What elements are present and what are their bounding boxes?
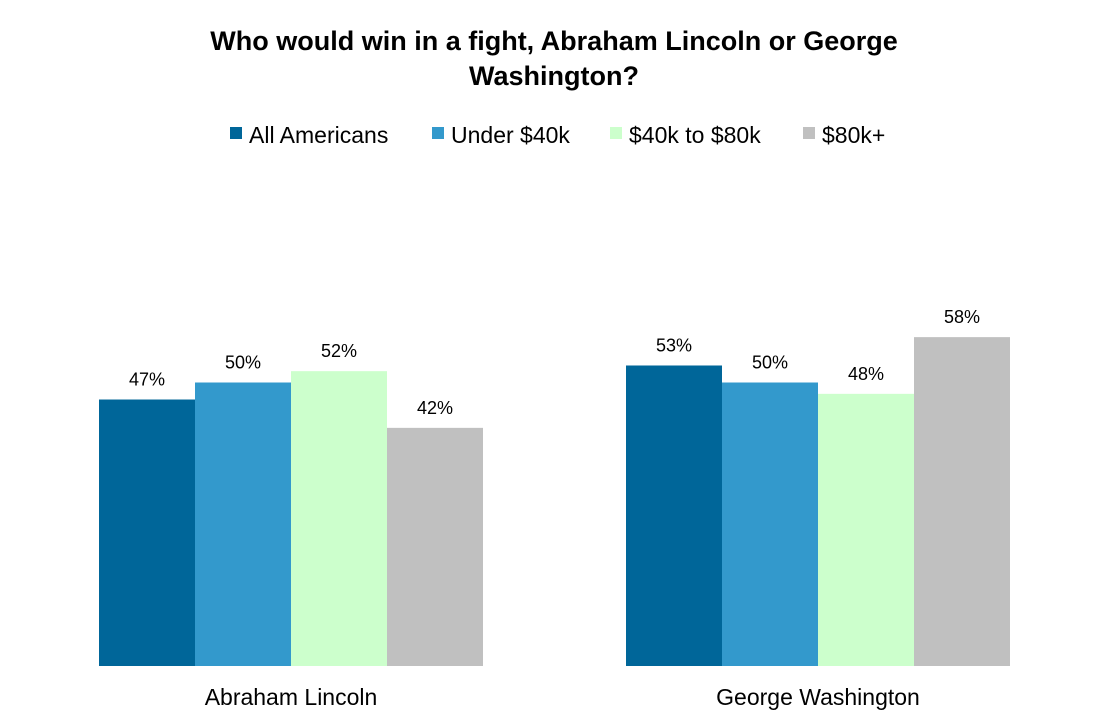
legend-label-under-40k: Under $40k	[451, 122, 570, 148]
chart-title-line-1: Who would win in a fight, Abraham Lincol…	[210, 26, 898, 56]
legend-swatch-40k-to-80k	[610, 127, 622, 139]
value-label-abraham-lincoln-all-americans: 47%	[129, 370, 165, 390]
chart-title: Who would win in a fight, Abraham Lincol…	[210, 26, 898, 91]
value-label-george-washington-all-americans: 53%	[656, 335, 692, 355]
category-label-abraham-lincoln: Abraham Lincoln	[205, 684, 378, 710]
bar-george-washington-80k	[914, 337, 1010, 666]
value-label-abraham-lincoln-80k: 42%	[417, 398, 453, 418]
legend-swatch-80k	[803, 127, 815, 139]
bar-george-washington-all-americans	[626, 365, 722, 666]
bar-group-abraham-lincoln: 47% 50% 52% 42% Abraham Lincoln	[99, 341, 483, 710]
bar-abraham-lincoln-all-americans	[99, 399, 195, 666]
legend-item-40k-to-80k: $40k to $80k	[610, 122, 761, 148]
legend-swatch-all-americans	[230, 127, 242, 139]
legend-label-80k: $80k+	[822, 122, 885, 148]
legend-item-all-americans: All Americans	[230, 122, 388, 148]
legend-label-40k-to-80k: $40k to $80k	[629, 122, 761, 148]
legend: All Americans Under $40k $40k to $80k $80k+	[230, 122, 885, 148]
legend-item-under-40k: Under $40k	[432, 122, 570, 148]
value-label-george-washington-80k: 58%	[944, 307, 980, 327]
bar-george-washington-under-40k	[722, 382, 818, 666]
legend-item-80k: $80k+	[803, 122, 885, 148]
plot-area: 47% 50% 52% 42% Abraham Lincoln 53% 50% 48% 58% G…	[99, 307, 1010, 710]
bar-george-washington-40k-to-80k	[818, 393, 914, 666]
category-label-george-washington: George Washington	[716, 684, 920, 710]
chart-title-line-2: Washington?	[469, 61, 639, 91]
value-label-george-washington-40k-to-80k: 48%	[848, 364, 884, 384]
legend-label-all-americans: All Americans	[249, 122, 388, 148]
value-label-abraham-lincoln-40k-to-80k: 52%	[321, 341, 357, 361]
legend-swatch-under-40k	[432, 127, 444, 139]
bar-abraham-lincoln-40k-to-80k	[291, 371, 387, 666]
bar-group-george-washington: 53% 50% 48% 58% George Washington	[626, 307, 1010, 710]
value-label-abraham-lincoln-under-40k: 50%	[225, 353, 261, 373]
value-label-george-washington-under-40k: 50%	[752, 353, 788, 373]
bar-abraham-lincoln-under-40k	[195, 382, 291, 666]
bar-abraham-lincoln-80k	[387, 427, 483, 666]
